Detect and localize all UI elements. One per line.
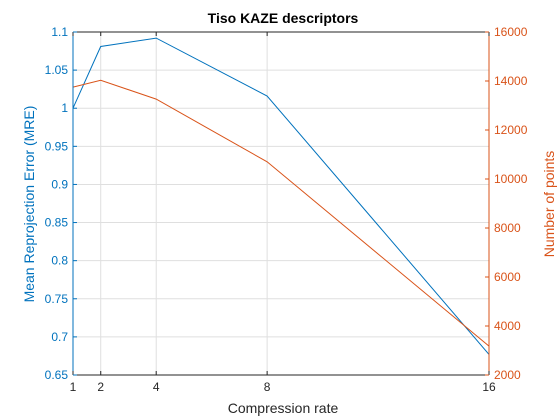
grid (73, 32, 489, 375)
x-tick-label: 16 (482, 380, 496, 394)
left-y-tick-label: 1.1 (51, 25, 68, 39)
x-tick-label: 4 (153, 380, 160, 394)
right-y-tick-label: 8000 (494, 221, 521, 235)
x-ticks: 1 2 4 8 16 (70, 32, 496, 394)
right-y-tick-label: 12000 (494, 123, 528, 137)
left-y-tick-label: 1 (61, 101, 68, 115)
y-axis-label-right: Number of points (541, 151, 557, 258)
left-y-tick-label: 0.95 (45, 139, 69, 153)
right-y-tick-label: 6000 (494, 270, 521, 284)
y-axis-label-left: Mean Reprojection Error (MRE) (21, 106, 37, 303)
left-y-tick-label: 0.65 (45, 368, 69, 382)
left-y-tick-label: 1.05 (45, 63, 69, 77)
right-y-tick-label: 14000 (494, 74, 528, 88)
left-y-tick-label: 0.7 (51, 330, 68, 344)
series-line-right (72, 79, 490, 347)
right-y-tick-label: 10000 (494, 172, 528, 186)
left-y-tick-label: 0.8 (51, 254, 68, 268)
left-y-tick-label: 0.85 (45, 216, 69, 230)
axes (72, 31, 490, 376)
left-y-ticks: 0.65 0.7 0.75 0.8 0.85 0.9 0.95 1 1.05 1.1 (45, 25, 77, 382)
right-y-tick-label: 4000 (494, 319, 521, 333)
chart-title: Tiso KAZE descriptors (208, 10, 359, 26)
series-line-left (72, 37, 490, 355)
x-tick-label: 8 (264, 380, 271, 394)
series-group (72, 37, 490, 355)
x-tick-label: 1 (70, 380, 77, 394)
right-y-tick-label: 2000 (494, 368, 521, 382)
left-y-tick-label: 0.75 (45, 292, 69, 306)
left-y-tick-label: 0.9 (51, 177, 68, 191)
x-tick-label: 2 (97, 380, 104, 394)
right-y-tick-label: 16000 (494, 25, 528, 39)
x-axis-label: Compression rate (228, 400, 339, 416)
right-y-ticks: 2000 4000 6000 8000 10000 12000 14000 16000 (485, 25, 528, 382)
